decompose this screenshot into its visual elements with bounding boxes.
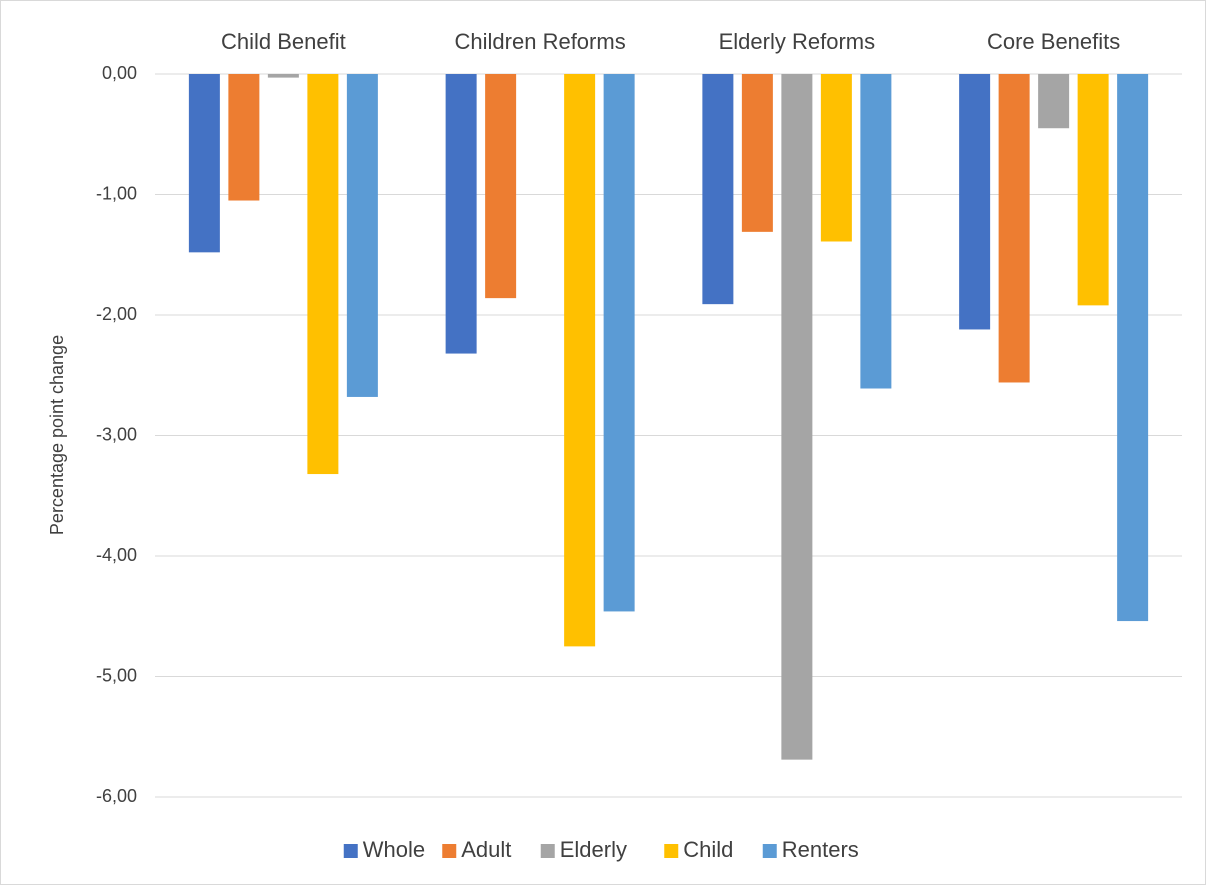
legend-label: Elderly	[560, 837, 627, 862]
bar	[564, 74, 596, 647]
y-tick-label: -5,00	[96, 665, 137, 685]
bar	[959, 74, 991, 330]
bar	[445, 74, 477, 354]
y-tick-label: 0,00	[102, 63, 137, 83]
bar	[860, 74, 892, 389]
y-tick-label: -6,00	[96, 786, 137, 806]
legend-swatch	[540, 844, 555, 858]
category-label: Children Reforms	[455, 29, 626, 54]
category-label: Child Benefit	[221, 29, 346, 54]
bar	[1117, 74, 1149, 622]
y-tick-label: -4,00	[96, 545, 137, 565]
bar	[228, 74, 260, 201]
bar	[1038, 74, 1070, 129]
bar	[346, 74, 378, 397]
bar	[820, 74, 852, 242]
bar	[741, 74, 773, 232]
category-label: Elderly Reforms	[719, 29, 875, 54]
bar	[485, 74, 517, 299]
legend-label: Child	[683, 837, 733, 862]
y-tick-label: -2,00	[96, 304, 137, 324]
bar	[998, 74, 1030, 383]
bar	[702, 74, 734, 305]
legend-swatch	[664, 844, 679, 858]
bar	[307, 74, 339, 475]
bar	[781, 74, 813, 760]
bar	[603, 74, 635, 612]
legend-label: Whole	[363, 837, 425, 862]
bar	[1077, 74, 1109, 306]
y-tick-label: -3,00	[96, 424, 137, 444]
bar	[188, 74, 220, 253]
y-tick-label: -1,00	[96, 183, 137, 203]
bar	[267, 74, 299, 78]
legend-swatch	[762, 844, 777, 858]
legend-label: Adult	[461, 837, 511, 862]
y-axis-title: Percentage point change	[47, 335, 67, 535]
legend-label: Renters	[782, 837, 859, 862]
legend-swatch	[442, 844, 457, 858]
legend-swatch	[343, 844, 358, 858]
category-label: Core Benefits	[987, 29, 1120, 54]
